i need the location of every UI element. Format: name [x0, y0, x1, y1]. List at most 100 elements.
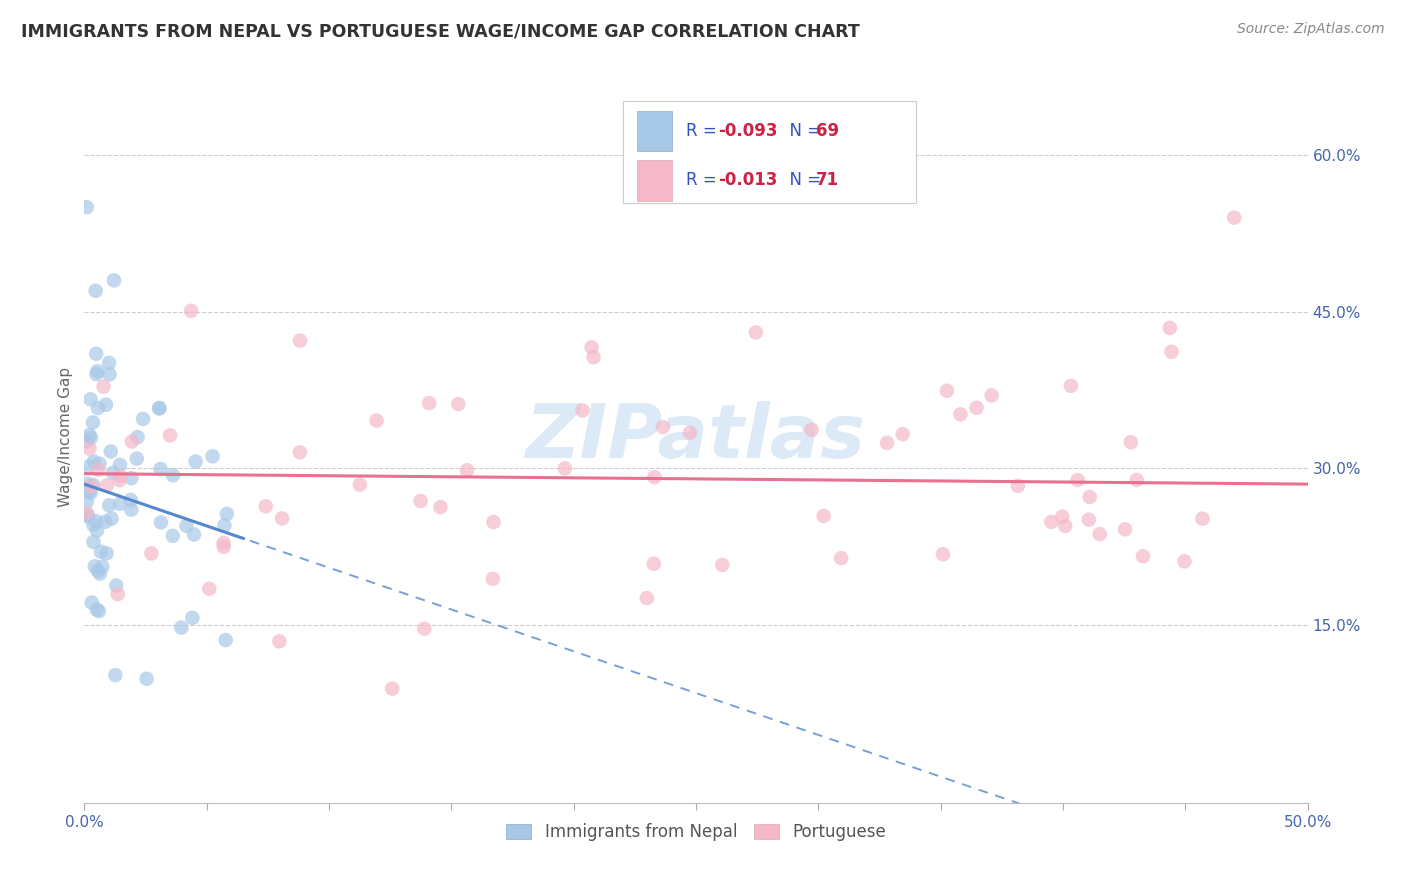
- Point: [1159, 321, 1181, 335]
- Point: [101, 466, 124, 480]
- Point: [77, 508, 100, 523]
- Point: [1066, 473, 1088, 487]
- Point: [482, 572, 505, 586]
- Point: [149, 462, 172, 476]
- Point: [288, 334, 311, 348]
- Point: [87, 401, 110, 415]
- Point: [254, 500, 277, 514]
- Point: [77, 484, 100, 499]
- Point: [125, 451, 148, 466]
- Text: 71: 71: [815, 171, 839, 189]
- Point: [1052, 509, 1074, 524]
- Point: [554, 461, 576, 475]
- Point: [80, 479, 103, 493]
- Point: [212, 540, 235, 554]
- Text: -0.093: -0.093: [718, 122, 778, 140]
- Point: [141, 546, 163, 560]
- Point: [1088, 527, 1111, 541]
- Point: [215, 633, 238, 648]
- Point: [96, 478, 118, 492]
- Bar: [637, 112, 672, 152]
- Point: [813, 508, 835, 523]
- Point: [100, 444, 122, 458]
- Point: [288, 445, 311, 459]
- Point: [711, 558, 734, 572]
- Point: [800, 423, 823, 437]
- Point: [98, 499, 121, 513]
- Text: IMMIGRANTS FROM NEPAL VS PORTUGUESE WAGE/INCOME GAP CORRELATION CHART: IMMIGRANTS FROM NEPAL VS PORTUGUESE WAGE…: [21, 22, 860, 40]
- Point: [104, 668, 127, 682]
- Point: [643, 470, 665, 484]
- Point: [571, 403, 593, 417]
- Point: [745, 326, 768, 340]
- Point: [429, 500, 451, 515]
- Point: [79, 392, 101, 407]
- Point: [127, 430, 149, 444]
- Point: [413, 622, 436, 636]
- Point: [180, 303, 202, 318]
- Point: [98, 356, 121, 370]
- Point: [176, 519, 198, 533]
- Point: [679, 425, 702, 440]
- Point: [83, 559, 105, 574]
- Point: [87, 463, 110, 477]
- Point: [108, 497, 131, 511]
- Point: [94, 515, 117, 529]
- Point: [107, 587, 129, 601]
- Point: [76, 200, 98, 214]
- Point: [76, 476, 98, 491]
- Point: [86, 602, 108, 616]
- Point: [214, 518, 236, 533]
- Point: [1173, 554, 1195, 568]
- Point: [121, 434, 143, 449]
- Point: [271, 511, 294, 525]
- Text: R =: R =: [686, 122, 723, 140]
- Point: [94, 398, 117, 412]
- Point: [198, 582, 221, 596]
- Point: [651, 420, 673, 434]
- Point: [76, 509, 98, 524]
- Point: [82, 517, 104, 532]
- Point: [1160, 344, 1182, 359]
- Point: [949, 408, 972, 422]
- Point: [96, 546, 118, 560]
- Point: [184, 454, 207, 468]
- Point: [212, 536, 235, 550]
- Text: -0.013: -0.013: [718, 171, 778, 189]
- Point: [108, 458, 131, 472]
- Point: [82, 535, 104, 549]
- Point: [830, 551, 852, 566]
- Point: [643, 557, 665, 571]
- Point: [105, 578, 128, 592]
- Point: [89, 566, 111, 581]
- Point: [100, 511, 122, 525]
- Point: [89, 457, 111, 471]
- Text: R =: R =: [686, 171, 723, 189]
- Point: [86, 524, 108, 538]
- Point: [90, 544, 112, 558]
- Point: [98, 368, 121, 382]
- Text: ZIPatlas: ZIPatlas: [526, 401, 866, 474]
- Point: [120, 502, 142, 516]
- Point: [110, 469, 132, 483]
- Point: [1040, 515, 1063, 529]
- Bar: [637, 161, 672, 201]
- FancyBboxPatch shape: [623, 101, 917, 203]
- Point: [581, 340, 603, 354]
- Point: [482, 515, 505, 529]
- Point: [86, 364, 108, 378]
- Text: Source: ZipAtlas.com: Source: ZipAtlas.com: [1237, 22, 1385, 37]
- Point: [76, 506, 98, 520]
- Point: [82, 416, 104, 430]
- Point: [84, 347, 107, 361]
- Point: [1132, 549, 1154, 564]
- Point: [1125, 473, 1147, 487]
- Point: [83, 454, 105, 468]
- Point: [84, 284, 107, 298]
- Point: [582, 351, 605, 365]
- Point: [91, 559, 114, 574]
- Point: [79, 442, 101, 456]
- Point: [103, 273, 125, 287]
- Point: [148, 401, 170, 415]
- Point: [76, 434, 98, 449]
